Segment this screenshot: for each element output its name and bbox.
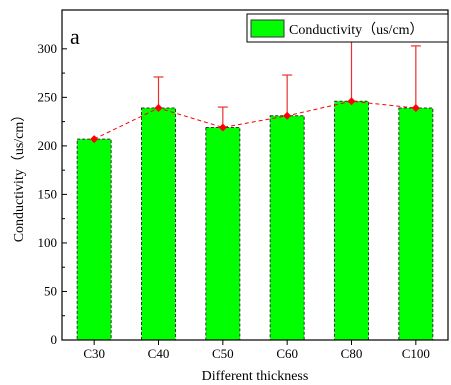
point-c50 — [218, 123, 227, 132]
x-tick-label: C30 — [83, 346, 105, 361]
bar-c100 — [398, 107, 434, 341]
bars-layer — [76, 100, 434, 341]
x-tick-label: C60 — [276, 346, 298, 361]
trend-line — [93, 100, 416, 140]
y-tick-label: 50 — [44, 283, 57, 298]
x-tick-label: C80 — [341, 346, 363, 361]
point-c60 — [283, 111, 292, 120]
x-tick-label: C40 — [148, 346, 170, 361]
bar-c50 — [205, 126, 241, 341]
trend-line-layer — [90, 97, 420, 144]
y-tick-label: 100 — [38, 235, 58, 250]
bar-c60 — [269, 115, 305, 341]
bar-c40 — [141, 107, 176, 341]
y-axis-title: Conductivity（us/cm） — [11, 108, 27, 243]
legend: Conductivity（us/cm） — [246, 13, 449, 43]
y-tick-label: 0 — [51, 332, 58, 347]
y-ticks: 0 50 100 150 200 250 300 — [38, 41, 67, 347]
point-c100 — [411, 104, 420, 113]
y-tick-label: 200 — [38, 138, 58, 153]
x-axis-title: Different thickness — [202, 369, 309, 384]
x-tick-label: C50 — [212, 346, 234, 361]
bar-c30 — [76, 138, 112, 341]
y-tick-label: 300 — [38, 41, 58, 56]
legend-label: Conductivity（us/cm） — [289, 22, 424, 38]
y-tick-label: 250 — [38, 89, 58, 104]
point-c80 — [347, 97, 356, 106]
point-c40 — [154, 104, 163, 113]
y-tick-label: 150 — [38, 186, 58, 201]
point-c30 — [90, 135, 99, 144]
plot-frame — [61, 9, 449, 341]
x-ticks: C30 C40 C50 C60 C80 C100 — [83, 340, 430, 361]
legend-swatch — [250, 19, 285, 38]
panel-label: a — [70, 24, 80, 49]
x-tick-label: C100 — [402, 346, 430, 361]
bar-c80 — [334, 100, 369, 341]
axes — [61, 9, 449, 341]
